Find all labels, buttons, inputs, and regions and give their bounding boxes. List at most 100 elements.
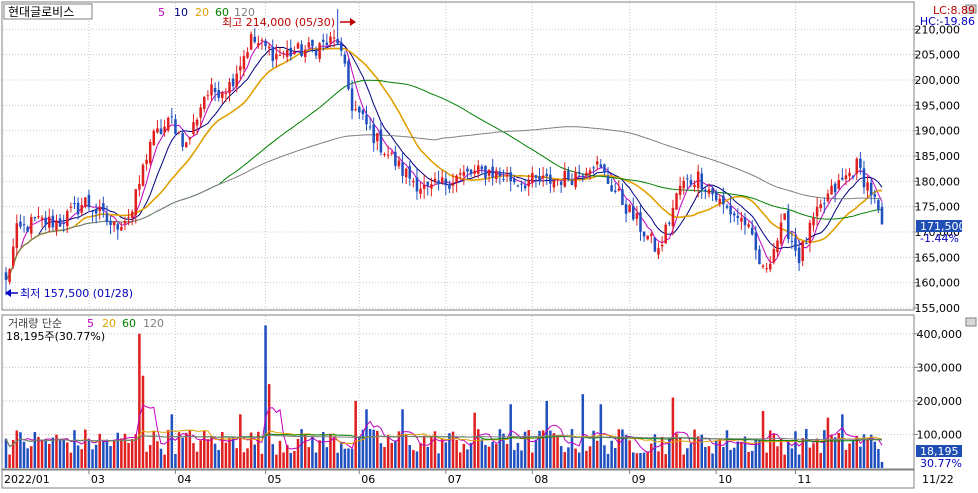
- volume-bar: [249, 432, 253, 468]
- candle-body: [152, 130, 156, 146]
- volume-bar: [595, 440, 599, 468]
- volume-bar: [495, 444, 498, 468]
- volume-bar: [332, 436, 336, 468]
- time-tick-label: 06: [361, 473, 375, 486]
- candle-body: [621, 189, 624, 205]
- volume-bar: [707, 446, 711, 468]
- volume-bar: [170, 414, 174, 468]
- candle-body: [203, 96, 206, 109]
- volume-bar: [628, 440, 631, 468]
- volume-bar: [603, 445, 606, 468]
- volume-bar: [343, 448, 347, 468]
- volume-tick-label: 300,000: [917, 361, 963, 374]
- candle-body: [722, 195, 725, 205]
- candle-body: [513, 178, 516, 183]
- volume-bar: [184, 432, 188, 468]
- candle-body: [170, 116, 174, 118]
- candle-body: [776, 240, 779, 253]
- volume-bar: [541, 430, 545, 468]
- candle-body: [848, 172, 851, 177]
- volume-bar: [350, 448, 354, 468]
- candle-body: [552, 180, 556, 188]
- candle-body: [671, 207, 675, 227]
- volume-bar: [307, 447, 311, 468]
- volume-bar: [844, 449, 848, 468]
- candle-body: [206, 95, 210, 97]
- volume-bar: [123, 433, 127, 468]
- candle-body: [134, 189, 138, 216]
- volume-bar: [588, 446, 592, 468]
- volume-tick-label: 200,000: [917, 395, 963, 408]
- volume-bar: [213, 443, 217, 468]
- candle-body: [127, 216, 130, 218]
- volume-bar: [419, 443, 422, 468]
- candle-body: [855, 158, 859, 174]
- stock-name-box[interactable]: [3, 3, 93, 20]
- candle-body: [285, 50, 289, 57]
- candle-body: [105, 213, 109, 223]
- volume-bar-series[interactable]: [4, 325, 884, 468]
- candle-body: [58, 218, 62, 227]
- candle-body: [639, 212, 642, 232]
- candle-body: [859, 158, 862, 169]
- volume-bar: [228, 437, 231, 468]
- candlestick-series[interactable]: [4, 9, 884, 296]
- candle-body: [235, 73, 238, 87]
- volume-bar: [859, 446, 862, 468]
- candle-body: [354, 109, 357, 111]
- volume-bar: [8, 454, 11, 468]
- volume-panel-resize-handle[interactable]: [965, 317, 977, 327]
- volume-bar: [329, 433, 332, 468]
- candle-body: [289, 47, 293, 57]
- vol-legend-60: 60: [122, 317, 136, 330]
- candle-body: [94, 209, 98, 214]
- volume-bar: [646, 451, 649, 468]
- current-volume-pct: 30.77%: [920, 457, 962, 470]
- volume-bar: [203, 430, 206, 468]
- ma-legend-20: 20: [195, 6, 209, 19]
- ma-legend-60: 60: [215, 6, 229, 19]
- volume-bar: [621, 429, 624, 468]
- candle-body: [520, 183, 523, 185]
- candle-body: [841, 177, 844, 180]
- volume-bar: [127, 442, 130, 468]
- volume-bar: [808, 447, 812, 468]
- candle-body: [84, 197, 87, 207]
- candle-body: [412, 181, 415, 183]
- price-ma-20-line: [5, 47, 883, 281]
- volume-bar: [76, 445, 80, 468]
- candle-body: [278, 55, 282, 57]
- candle-body: [462, 171, 466, 176]
- volume-bar: [433, 431, 437, 468]
- candle-body: [660, 244, 664, 247]
- volume-bar: [480, 439, 484, 468]
- volume-bar: [66, 442, 69, 468]
- candle-body: [123, 221, 127, 224]
- volume-bar: [851, 441, 855, 468]
- volume-bar: [397, 431, 401, 468]
- candle-body: [747, 224, 750, 227]
- candle-body: [844, 175, 848, 180]
- price-panel-resize-handle[interactable]: [965, 4, 977, 14]
- candle-body: [350, 88, 354, 111]
- candle-body: [606, 176, 610, 184]
- volume-bar: [242, 452, 246, 468]
- candle-body: [386, 154, 390, 156]
- candle-body: [271, 46, 275, 61]
- candle-body: [603, 164, 606, 173]
- volume-bar: [372, 429, 375, 468]
- candle-body: [433, 178, 437, 182]
- candle-body: [332, 37, 336, 39]
- volume-bar: [819, 452, 822, 468]
- candle-body: [833, 183, 837, 193]
- current-price-tag: [916, 220, 962, 232]
- volume-bar: [750, 450, 754, 468]
- candle-body: [73, 203, 76, 205]
- volume-bar: [73, 430, 76, 468]
- vol-legend-label: 거래량 단순: [8, 317, 62, 330]
- volume-bar: [102, 439, 105, 468]
- candle-body: [343, 54, 347, 64]
- volume-bar: [152, 430, 156, 468]
- candle-body: [725, 205, 729, 208]
